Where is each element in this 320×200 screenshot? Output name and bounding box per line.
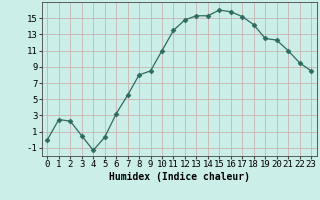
X-axis label: Humidex (Indice chaleur): Humidex (Indice chaleur)	[109, 172, 250, 182]
